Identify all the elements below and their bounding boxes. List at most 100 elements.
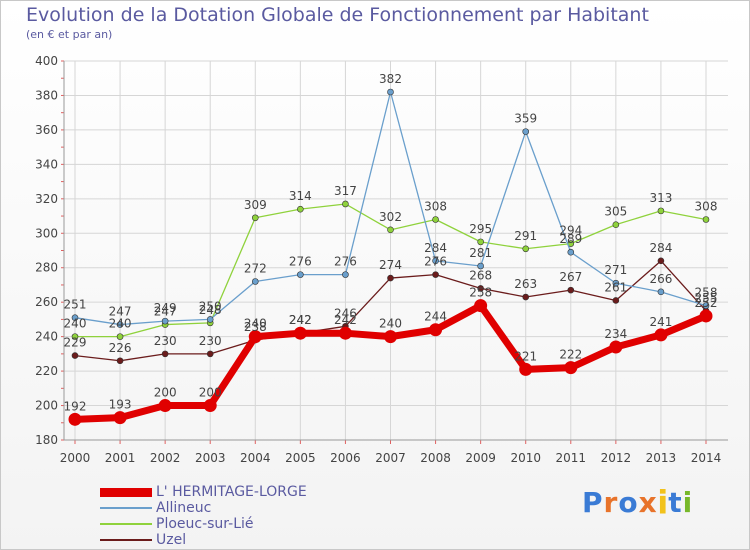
data-label: 284 xyxy=(649,241,672,255)
data-point xyxy=(206,350,214,358)
x-tick-label: 2008 xyxy=(420,451,451,465)
data-point xyxy=(612,297,620,304)
legend-label: Uzel xyxy=(156,532,187,548)
data-label: 266 xyxy=(649,272,672,286)
data-point xyxy=(384,330,397,344)
data-label: 276 xyxy=(334,255,357,269)
data-label: 230 xyxy=(199,334,222,348)
legend-item: Ploeuc-sur-Lié xyxy=(100,516,307,532)
data-point xyxy=(116,357,124,365)
x-tick-label: 2004 xyxy=(240,451,271,465)
data-label: 240 xyxy=(109,317,132,331)
data-label: 244 xyxy=(424,310,447,324)
data-label: 252 xyxy=(695,296,718,310)
data-label: 313 xyxy=(649,191,672,205)
data-point xyxy=(522,245,530,253)
data-label: 308 xyxy=(695,199,718,213)
data-point xyxy=(342,271,349,278)
data-label: 284 xyxy=(424,241,447,255)
data-point xyxy=(161,350,169,358)
x-tick-label: 2010 xyxy=(510,451,541,465)
legend-item: L' HERMITAGE-LORGE xyxy=(100,484,307,500)
data-label: 226 xyxy=(109,341,132,355)
logo-letter: o xyxy=(618,486,639,519)
data-label: 274 xyxy=(379,258,402,272)
data-point xyxy=(116,321,124,328)
data-point xyxy=(657,207,665,215)
data-label: 230 xyxy=(154,334,177,348)
data-point xyxy=(477,285,484,292)
data-point xyxy=(477,262,484,270)
data-label: 317 xyxy=(334,184,357,198)
legend: L' HERMITAGE-LORGE Allineuc Ploeuc-sur-Lié… xyxy=(100,484,307,548)
data-label: 309 xyxy=(244,198,267,212)
logo-letter: P xyxy=(582,486,604,519)
legend-swatch xyxy=(100,507,152,509)
x-tick-label: 2001 xyxy=(105,451,136,465)
data-point xyxy=(161,317,169,325)
y-tick-label: 340 xyxy=(35,157,58,171)
y-tick-label: 300 xyxy=(35,226,58,240)
data-point xyxy=(432,216,439,223)
legend-swatch xyxy=(100,539,152,541)
data-point xyxy=(432,257,439,265)
data-label: 276 xyxy=(424,255,447,269)
data-point xyxy=(251,278,259,285)
x-tick-label: 2003 xyxy=(195,451,226,465)
x-tick-label: 2000 xyxy=(60,451,91,465)
data-point xyxy=(567,286,575,294)
y-tick-label: 260 xyxy=(35,295,58,309)
line-chart: 180 200 220 240 260 280 300 320 340 360 380 400 2000… xyxy=(35,54,728,465)
data-point xyxy=(474,299,488,313)
data-label: 222 xyxy=(559,348,582,362)
legend-label: Allineuc xyxy=(156,500,212,516)
data-label: 229 xyxy=(64,336,87,350)
data-label: 240 xyxy=(64,317,87,331)
data-label: 314 xyxy=(289,189,312,203)
data-point xyxy=(68,412,82,426)
data-label: 250 xyxy=(199,299,222,313)
data-point xyxy=(293,326,307,340)
data-label: 247 xyxy=(154,305,177,319)
data-label: 192 xyxy=(64,399,87,413)
data-point xyxy=(251,214,259,222)
data-point xyxy=(387,88,394,96)
data-label: 281 xyxy=(469,246,492,260)
data-point xyxy=(654,328,668,342)
data-point xyxy=(113,411,127,425)
data-label: 289 xyxy=(559,232,582,246)
data-label: 271 xyxy=(604,263,627,277)
data-point xyxy=(567,248,575,256)
data-label: 241 xyxy=(649,315,672,329)
y-tick-label: 280 xyxy=(35,261,58,275)
data-point xyxy=(248,330,262,344)
legend-item: Uzel xyxy=(100,532,307,548)
y-tick-label: 380 xyxy=(35,88,58,102)
data-point xyxy=(522,128,530,135)
data-label: 268 xyxy=(469,268,492,282)
data-label: 248 xyxy=(199,303,222,317)
data-point xyxy=(203,399,217,413)
data-label: 263 xyxy=(514,277,537,291)
data-label: 240 xyxy=(379,317,402,331)
legend-label: Ploeuc-sur-Lié xyxy=(156,516,254,532)
data-point xyxy=(477,238,484,246)
data-label: 249 xyxy=(154,301,177,315)
data-label: 221 xyxy=(514,349,537,363)
data-label: 242 xyxy=(289,313,312,327)
data-label: 302 xyxy=(379,210,402,224)
data-point xyxy=(338,326,352,340)
data-point xyxy=(657,257,665,265)
data-label: 261 xyxy=(604,280,627,294)
data-point xyxy=(158,399,172,413)
x-tick-label: 2009 xyxy=(465,451,496,465)
x-tick-label: 2007 xyxy=(375,451,406,465)
x-tick-label: 2014 xyxy=(691,451,722,465)
logo-letter: x xyxy=(638,486,658,519)
data-point xyxy=(342,200,349,208)
data-label: 295 xyxy=(469,222,492,236)
y-tick-label: 180 xyxy=(35,433,58,447)
data-label: 238 xyxy=(244,320,267,334)
y-tick-label: 360 xyxy=(35,123,58,137)
data-point xyxy=(564,361,578,375)
